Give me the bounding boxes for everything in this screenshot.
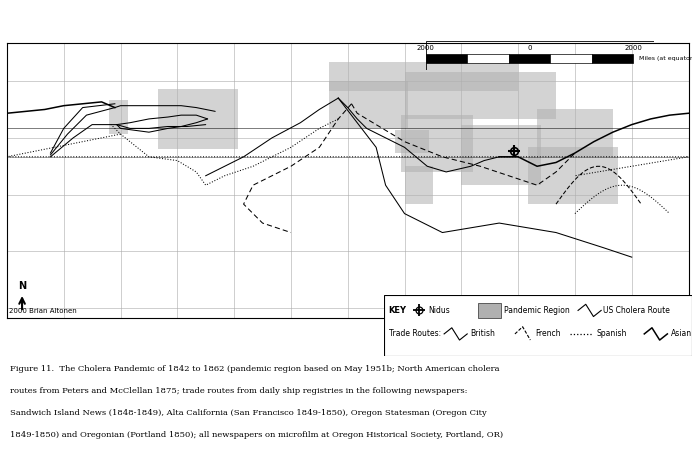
Text: N: N (18, 281, 26, 291)
Bar (462, 124, 541, 185)
Bar (109, 100, 128, 134)
Text: 2000: 2000 (624, 44, 642, 51)
Bar (329, 62, 518, 90)
Bar (329, 81, 408, 128)
Text: Nidus: Nidus (429, 306, 450, 315)
Text: 2000 Brian Altonen: 2000 Brian Altonen (9, 308, 77, 314)
Bar (405, 166, 433, 204)
Bar (537, 109, 613, 157)
Bar (509, 54, 550, 63)
Text: KEY: KEY (389, 306, 407, 315)
Text: 1849-1850) and Oregonian (Portland 1850); all newspapers on microfilm at Oregon : 1849-1850) and Oregonian (Portland 1850)… (10, 431, 504, 439)
Bar (527, 148, 619, 204)
Text: Trade Routes:: Trade Routes: (389, 330, 441, 338)
Bar (395, 130, 429, 153)
Text: 0: 0 (527, 44, 531, 51)
Text: Figure 11.  The Cholera Pandemic of 1842 to 1862 (pandemic region based on May 1: Figure 11. The Cholera Pandemic of 1842 … (10, 365, 500, 374)
Text: Sandwich Island News (1848-1849), Alta California (San Francisco 1849-1850), Ore: Sandwich Island News (1848-1849), Alta C… (10, 409, 487, 417)
Bar (426, 54, 467, 63)
Text: Spanish: Spanish (597, 330, 627, 338)
Bar (478, 303, 501, 318)
Bar (405, 72, 556, 119)
Text: Pandemic Region: Pandemic Region (504, 306, 570, 315)
Text: Miles (at equator): Miles (at equator) (639, 55, 692, 60)
Text: 2000: 2000 (417, 44, 435, 51)
Text: French: French (535, 330, 561, 338)
Text: US Cholera Route: US Cholera Route (603, 306, 670, 315)
Bar (158, 89, 238, 149)
Bar (401, 115, 473, 172)
Bar (550, 54, 592, 63)
Bar (467, 54, 509, 63)
Text: routes from Peters and McClellan 1875; trade routes from daily ship registries i: routes from Peters and McClellan 1875; t… (10, 387, 468, 395)
Text: British: British (471, 330, 495, 338)
Text: Asian: Asian (671, 330, 691, 338)
Bar (592, 54, 633, 63)
